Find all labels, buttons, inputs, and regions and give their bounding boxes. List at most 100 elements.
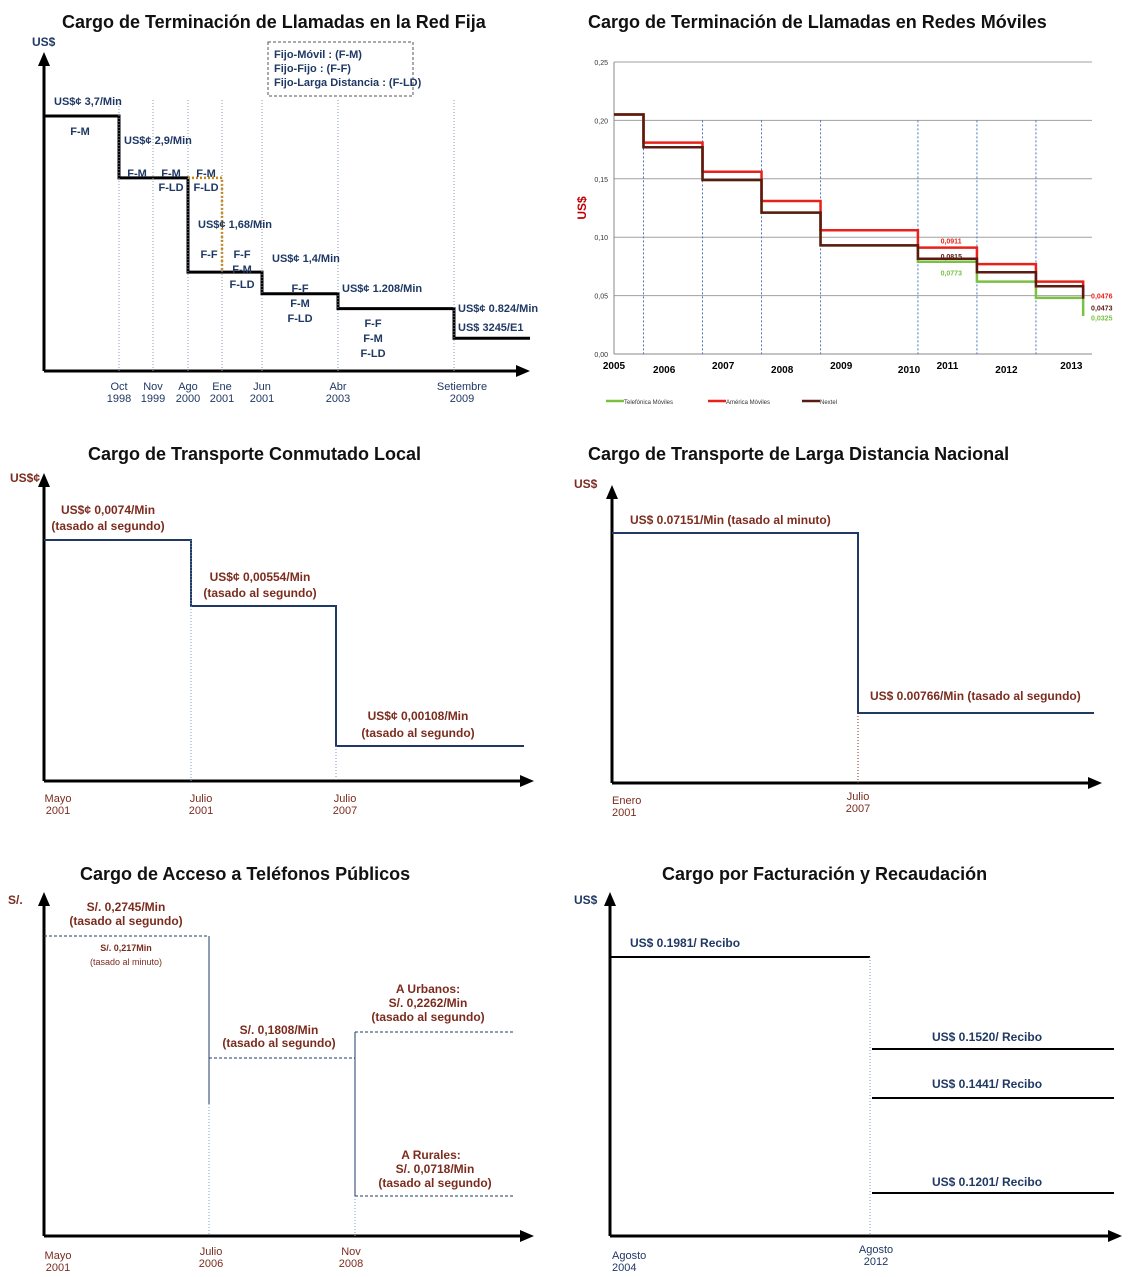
facturacion-xtick-l1: Agosto: [612, 1250, 646, 1262]
facturacion-label-3: US$ 0.1201/ Recibo: [932, 1175, 1042, 1189]
moviles-year: 2005: [603, 361, 626, 372]
moviles-ytick: 0,05: [594, 294, 608, 301]
fijo-svc: F-F: [291, 283, 308, 295]
fijo-svc: F-M: [70, 126, 90, 138]
ld-label-1: US$ 0.00766/Min (tasado al segundo): [870, 689, 1081, 703]
moviles-annotation: 0,0815: [941, 254, 963, 261]
fijo-svc: F-LD: [158, 182, 183, 194]
fijo-svc: F-LD: [229, 279, 254, 291]
fijo-svc: F-M: [161, 168, 181, 180]
publicos-label-2: S/. 0,2262/Min: [389, 996, 468, 1010]
moviles-year: 2012: [995, 365, 1018, 376]
chart-title-publicos: Cargo de Acceso a Teléfonos Públicos: [80, 864, 411, 884]
fijo-legend-entry: Fijo-Móvil : (F-M): [274, 49, 362, 61]
ld-y-arrow: [606, 485, 618, 499]
facturacion-y-arrow: [604, 892, 616, 906]
fijo-ylabel: US$: [32, 35, 56, 49]
publicos-label-1: S/. 0,1808/Min: [240, 1023, 319, 1037]
local-xtick-l2: 2007: [333, 805, 357, 817]
fijo-xtick-l2: 2009: [450, 393, 474, 405]
moviles-ytick: 0,00: [594, 352, 608, 359]
fijo-label-5b: US$ 3245/E1: [458, 322, 523, 334]
facturacion-label-1: US$ 0.1520/ Recibo: [932, 1030, 1042, 1044]
ld-x-arrow: [1088, 777, 1102, 789]
publicos-xtick-l1: Mayo: [45, 1250, 72, 1262]
publicos-xtick-l1: Nov: [341, 1246, 361, 1258]
fijo-xtick-l2: 2001: [250, 393, 274, 405]
publicos-label-3: S/. 0,0718/Min: [396, 1162, 475, 1176]
publicos-ylabel: S/.: [8, 893, 23, 907]
ld-ylabel: US$: [574, 477, 598, 491]
fijo-x-arrow: [516, 365, 530, 377]
publicos-sub-0: (tasado al segundo): [69, 914, 182, 928]
moviles-ytick: 0,15: [594, 177, 608, 184]
ld-label-0: US$ 0.07151/Min (tasado al minuto): [630, 513, 831, 527]
publicos-head-3: A Rurales:: [401, 1148, 461, 1162]
moviles-series-line: [614, 113, 1085, 317]
moviles-series-line: [614, 113, 1085, 299]
fijo-label-4: US$¢ 1.208/Min: [342, 283, 422, 295]
fijo-label-5: US$¢ 0.824/Min: [458, 303, 538, 315]
fijo-xtick-l2: 2001: [210, 393, 234, 405]
local-xtick-l2: 2001: [46, 805, 70, 817]
moviles-ytick: 0,10: [594, 235, 608, 242]
local-label-0: US$¢ 0,0074/Min: [61, 503, 155, 517]
publicos-head-2: A Urbanos:: [396, 982, 460, 996]
ld-step-line: [612, 532, 1094, 714]
fijo-xtick-l1: Nov: [143, 381, 163, 393]
moviles-year: 2008: [771, 365, 794, 376]
moviles-ytick: 0,25: [594, 60, 608, 67]
publicos-y-arrow: [38, 892, 50, 906]
moviles-annotation: 0,0911: [941, 239, 962, 246]
fijo-svc: F-M: [232, 264, 252, 276]
chart-title-local: Cargo de Transporte Conmutado Local: [88, 444, 422, 464]
moviles-year: 2010: [898, 365, 921, 376]
facturacion-ylabel: US$: [574, 893, 598, 907]
moviles-legend-label: Nextel: [820, 400, 837, 406]
fijo-xtick-l1: Jun: [253, 381, 271, 393]
fijo-xtick-l1: Ene: [212, 381, 232, 393]
publicos-xtick-l2: 2008: [339, 1258, 363, 1270]
fijo-svc: F-LD: [360, 348, 385, 360]
moviles-annotation: 0,0473: [1091, 305, 1113, 312]
local-sub-2: (tasado al segundo): [361, 726, 474, 740]
publicos-altsub-0: (tasado al minuto): [90, 957, 162, 967]
local-x-arrow: [520, 775, 534, 787]
moviles-annotation: 0,0773: [941, 271, 963, 278]
fijo-svc: F-M: [363, 333, 383, 345]
fijo-svc: F-M: [196, 168, 216, 180]
chart-title-facturacion: Cargo por Facturación y Recaudación: [662, 864, 988, 884]
publicos-xtick-l2: 2001: [46, 1262, 70, 1274]
chart-title-moviles: Cargo de Terminación de Llamadas en Rede…: [588, 12, 1047, 32]
publicos-sub-3: (tasado al segundo): [378, 1176, 491, 1190]
chart-title-fijo: Cargo de Terminación de Llamadas en la R…: [62, 12, 486, 32]
moviles-ytick: 0,20: [594, 118, 608, 125]
fijo-xtick-l1: Setiembre: [437, 381, 487, 393]
fijo-xtick-l1: Abr: [329, 381, 346, 393]
fijo-xtick-l1: Ago: [178, 381, 198, 393]
moviles-series-line: [614, 113, 1085, 299]
publicos-alt-0: S/. 0,217Min: [100, 943, 152, 953]
local-label-2: US$¢ 0,00108/Min: [368, 709, 469, 723]
facturacion-xtick-l2: 2012: [864, 1256, 888, 1268]
fijo-svc: F-F: [364, 318, 381, 330]
publicos-xtick-l2: 2006: [199, 1258, 223, 1270]
publicos-xtick-l1: Julio: [200, 1246, 223, 1258]
fijo-legend-entry: Fijo-Larga Distancia : (F-LD): [274, 77, 422, 89]
local-xtick-l1: Julio: [334, 793, 357, 805]
fijo-svc: F-F: [200, 249, 217, 261]
local-ylabel: US$¢: [10, 471, 40, 485]
local-xtick-l2: 2001: [189, 805, 213, 817]
local-xtick-l1: Julio: [190, 793, 213, 805]
facturacion-label-2: US$ 0.1441/ Recibo: [932, 1077, 1042, 1091]
moviles-legend-label: Telefónica Móviles: [624, 400, 673, 406]
fijo-legend-entry: Fijo-Fijo : (F-F): [274, 63, 351, 75]
facturacion-x-arrow: [1108, 1230, 1122, 1242]
fijo-svc: F-M: [127, 168, 147, 180]
fijo-svc: F-LD: [287, 313, 312, 325]
fijo-label-2: US$¢ 1,68/Min: [198, 219, 272, 231]
moviles-legend-label: América Móviles: [726, 400, 770, 406]
publicos-sub-2: (tasado al segundo): [371, 1010, 484, 1024]
fijo-xtick-l2: 1999: [141, 393, 165, 405]
